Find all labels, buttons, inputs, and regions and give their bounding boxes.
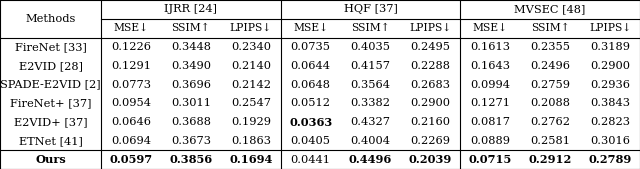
Text: 0.2759: 0.2759 — [530, 79, 570, 90]
Text: 0.4496: 0.4496 — [349, 154, 392, 165]
Text: SSIM↑: SSIM↑ — [351, 23, 390, 33]
Text: HQF [37]: HQF [37] — [344, 4, 397, 14]
Text: 0.3382: 0.3382 — [351, 98, 390, 108]
Text: 0.3673: 0.3673 — [171, 136, 211, 146]
Text: 0.0954: 0.0954 — [111, 98, 151, 108]
Text: 0.0597: 0.0597 — [109, 154, 152, 165]
Text: 0.4327: 0.4327 — [351, 117, 390, 127]
Text: 0.0994: 0.0994 — [470, 79, 510, 90]
Text: 0.4004: 0.4004 — [351, 136, 390, 146]
Text: 0.0646: 0.0646 — [111, 117, 151, 127]
Text: MSE↓: MSE↓ — [113, 23, 148, 33]
Text: 0.1694: 0.1694 — [229, 154, 273, 165]
Text: 0.1863: 0.1863 — [231, 136, 271, 146]
Text: 0.0363: 0.0363 — [289, 117, 332, 128]
Text: 0.2581: 0.2581 — [530, 136, 570, 146]
Text: 0.2912: 0.2912 — [529, 154, 572, 165]
Text: 0.2823: 0.2823 — [590, 117, 630, 127]
Text: 0.2495: 0.2495 — [410, 42, 451, 52]
Text: Ours: Ours — [35, 154, 66, 165]
Text: 0.1643: 0.1643 — [470, 61, 510, 71]
Text: 0.3448: 0.3448 — [171, 42, 211, 52]
Text: 0.3189: 0.3189 — [590, 42, 630, 52]
Text: 0.2142: 0.2142 — [231, 79, 271, 90]
Text: IJRR [24]: IJRR [24] — [164, 4, 218, 14]
Text: Methods: Methods — [26, 14, 76, 24]
Text: 0.3843: 0.3843 — [590, 98, 630, 108]
Text: 0.3696: 0.3696 — [171, 79, 211, 90]
Text: SSIM↑: SSIM↑ — [531, 23, 570, 33]
Text: LPIPS↓: LPIPS↓ — [230, 23, 272, 33]
Text: 0.2762: 0.2762 — [530, 117, 570, 127]
Text: 0.2789: 0.2789 — [588, 154, 632, 165]
Text: 0.2936: 0.2936 — [590, 79, 630, 90]
Text: 0.2900: 0.2900 — [590, 61, 630, 71]
Text: 0.2340: 0.2340 — [231, 42, 271, 52]
Text: E2VID [28]: E2VID [28] — [19, 61, 83, 71]
Text: 0.3490: 0.3490 — [171, 61, 211, 71]
Text: SPADE-E2VID [2]: SPADE-E2VID [2] — [0, 79, 101, 90]
Text: MSE↓: MSE↓ — [473, 23, 508, 33]
Text: 0.2088: 0.2088 — [530, 98, 570, 108]
Text: FireNet [33]: FireNet [33] — [15, 42, 86, 52]
Text: 0.0405: 0.0405 — [291, 136, 331, 146]
Text: 0.2496: 0.2496 — [530, 61, 570, 71]
Text: 0.1613: 0.1613 — [470, 42, 510, 52]
Text: 0.0715: 0.0715 — [468, 154, 512, 165]
Text: 0.0441: 0.0441 — [291, 155, 331, 165]
Text: 0.0817: 0.0817 — [470, 117, 510, 127]
Text: 0.3856: 0.3856 — [170, 154, 212, 165]
Text: 0.2160: 0.2160 — [410, 117, 451, 127]
Text: LPIPS↓: LPIPS↓ — [410, 23, 451, 33]
Text: 0.3016: 0.3016 — [590, 136, 630, 146]
Text: 0.2547: 0.2547 — [231, 98, 271, 108]
Text: 0.0889: 0.0889 — [470, 136, 510, 146]
Text: 0.2140: 0.2140 — [231, 61, 271, 71]
Text: 0.2039: 0.2039 — [409, 154, 452, 165]
Text: 0.1291: 0.1291 — [111, 61, 151, 71]
Text: MVSEC [48]: MVSEC [48] — [515, 4, 586, 14]
Text: 0.0735: 0.0735 — [291, 42, 331, 52]
Text: 0.0644: 0.0644 — [291, 61, 331, 71]
Text: ETNet [41]: ETNet [41] — [19, 136, 83, 146]
Text: 0.1226: 0.1226 — [111, 42, 151, 52]
Text: LPIPS↓: LPIPS↓ — [589, 23, 631, 33]
Text: SSIM↑: SSIM↑ — [172, 23, 211, 33]
Text: 0.0773: 0.0773 — [111, 79, 151, 90]
Text: 0.0694: 0.0694 — [111, 136, 151, 146]
Text: MSE↓: MSE↓ — [293, 23, 328, 33]
Text: 0.2288: 0.2288 — [410, 61, 451, 71]
Text: 0.1271: 0.1271 — [470, 98, 510, 108]
Text: E2VID+ [37]: E2VID+ [37] — [13, 117, 88, 127]
Text: 0.4157: 0.4157 — [351, 61, 390, 71]
Text: 0.2355: 0.2355 — [530, 42, 570, 52]
Text: 0.3011: 0.3011 — [171, 98, 211, 108]
Text: 0.2900: 0.2900 — [410, 98, 451, 108]
Text: 0.1929: 0.1929 — [231, 117, 271, 127]
Text: 0.0512: 0.0512 — [291, 98, 331, 108]
Text: 0.0648: 0.0648 — [291, 79, 331, 90]
Text: 0.3688: 0.3688 — [171, 117, 211, 127]
Text: 0.4035: 0.4035 — [351, 42, 390, 52]
Text: 0.3564: 0.3564 — [351, 79, 390, 90]
Text: FireNet+ [37]: FireNet+ [37] — [10, 98, 92, 108]
Text: 0.2269: 0.2269 — [410, 136, 451, 146]
Text: 0.2683: 0.2683 — [410, 79, 451, 90]
